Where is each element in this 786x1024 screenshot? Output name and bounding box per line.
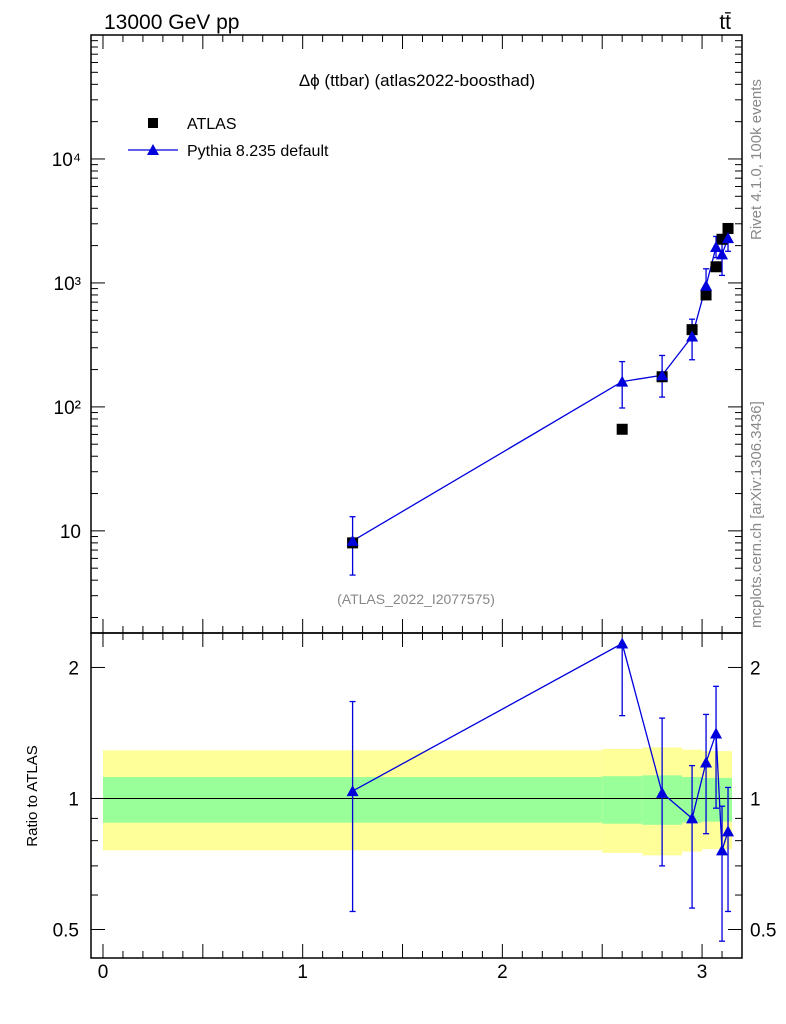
chart-title: Δϕ (ttbar) (atlas2022-boosthad) bbox=[299, 71, 535, 90]
ratio-y-tick-label: 1 bbox=[68, 789, 79, 810]
ratio-y-tick-label: 0.5 bbox=[750, 920, 776, 941]
mc-error-bars bbox=[349, 226, 732, 576]
ratio-mc-point bbox=[700, 756, 713, 768]
inner-band-segment bbox=[712, 777, 719, 822]
ratio-y-tick-labels-right: 0.5 1 2 bbox=[750, 658, 776, 941]
data-point bbox=[716, 233, 728, 245]
mc-point bbox=[686, 330, 699, 342]
mc-markers bbox=[346, 232, 735, 546]
mc-point bbox=[616, 375, 629, 387]
x-tick-label: 3 bbox=[697, 962, 708, 983]
inner-band-segment bbox=[602, 776, 643, 824]
legend-data-marker bbox=[148, 118, 158, 128]
ratio-y-tick-label: 0.5 bbox=[53, 920, 79, 941]
x-tick-labels: 0 1 2 3 bbox=[98, 962, 708, 983]
data-point bbox=[710, 261, 722, 273]
ratio-mc-point bbox=[616, 637, 629, 649]
ratio-mc-point bbox=[346, 785, 359, 797]
data-point bbox=[700, 289, 712, 301]
data-point bbox=[616, 423, 628, 435]
data-markers bbox=[347, 222, 734, 549]
x-tick-label: 2 bbox=[497, 962, 508, 983]
legend: ATLAS Pythia 8.235 default bbox=[128, 116, 329, 160]
y-tick-label: 10³ bbox=[54, 274, 81, 295]
x-tick-label: 0 bbox=[98, 962, 109, 983]
ratio-axis-ticks bbox=[91, 633, 743, 958]
process-label: tt̄ bbox=[719, 11, 731, 34]
ratio-mc-line bbox=[352, 642, 729, 851]
inner-band-segment bbox=[702, 777, 713, 822]
mc-line bbox=[352, 237, 729, 542]
ratio-y-tick-label: 1 bbox=[750, 789, 761, 810]
ratio-mc-point bbox=[656, 786, 669, 798]
x-tick-label: 1 bbox=[297, 962, 308, 983]
mc-point bbox=[346, 534, 359, 546]
ratio-mc-point bbox=[716, 844, 729, 856]
mc-point bbox=[700, 279, 713, 291]
ratio-y-tick-label: 2 bbox=[750, 658, 761, 679]
data-point bbox=[686, 324, 698, 336]
y-tick-label: 10² bbox=[54, 398, 81, 419]
y-tick-label: 10 bbox=[60, 522, 81, 543]
ratio-error-bars bbox=[349, 642, 732, 942]
main-y-tick-labels: 10 10² 10³ 10⁴ bbox=[52, 150, 81, 543]
ratio-frame bbox=[90, 632, 743, 959]
ratio-y-tick-labels-left: 0.5 1 2 bbox=[53, 658, 79, 941]
mc-point bbox=[710, 240, 723, 252]
mc-point bbox=[716, 248, 729, 260]
ratio-mc-point bbox=[722, 825, 735, 837]
rivet-version-label: Rivet 4.1.0, 100k events bbox=[748, 79, 765, 240]
mc-point bbox=[656, 369, 669, 381]
ratio-mc-markers bbox=[346, 637, 735, 856]
analysis-watermark: (ATLAS_2022_I2077575) bbox=[337, 591, 495, 607]
main-axis-ticks bbox=[91, 34, 743, 633]
ratio-mc-point bbox=[710, 727, 723, 739]
legend-mc-marker bbox=[147, 144, 159, 155]
ratio-panel: 0.5 1 2 0.5 1 2 0 1 2 3 Ratio to ATLAS bbox=[24, 632, 776, 983]
ratio-mc-point bbox=[686, 812, 699, 824]
main-panel: 10 10² 10³ 10⁴ Δϕ (ttbar) (atlas2022-boosth… bbox=[52, 34, 743, 634]
y-tick-label: 10⁴ bbox=[52, 150, 81, 171]
data-point bbox=[722, 222, 734, 234]
energy-label: 13000 GeV pp bbox=[104, 11, 239, 34]
legend-data-label: ATLAS bbox=[187, 116, 237, 133]
legend-mc-label: Pythia 8.235 default bbox=[187, 143, 329, 160]
uncertainty-band bbox=[102, 747, 733, 856]
ratio-y-tick-label: 2 bbox=[68, 658, 79, 679]
mcplots-label: mcplots.cern.ch [arXiv:1306.3436] bbox=[748, 401, 765, 628]
mc-point bbox=[722, 232, 735, 244]
ratio-y-axis-label: Ratio to ATLAS bbox=[24, 745, 41, 846]
inner-band-segment bbox=[718, 777, 725, 822]
